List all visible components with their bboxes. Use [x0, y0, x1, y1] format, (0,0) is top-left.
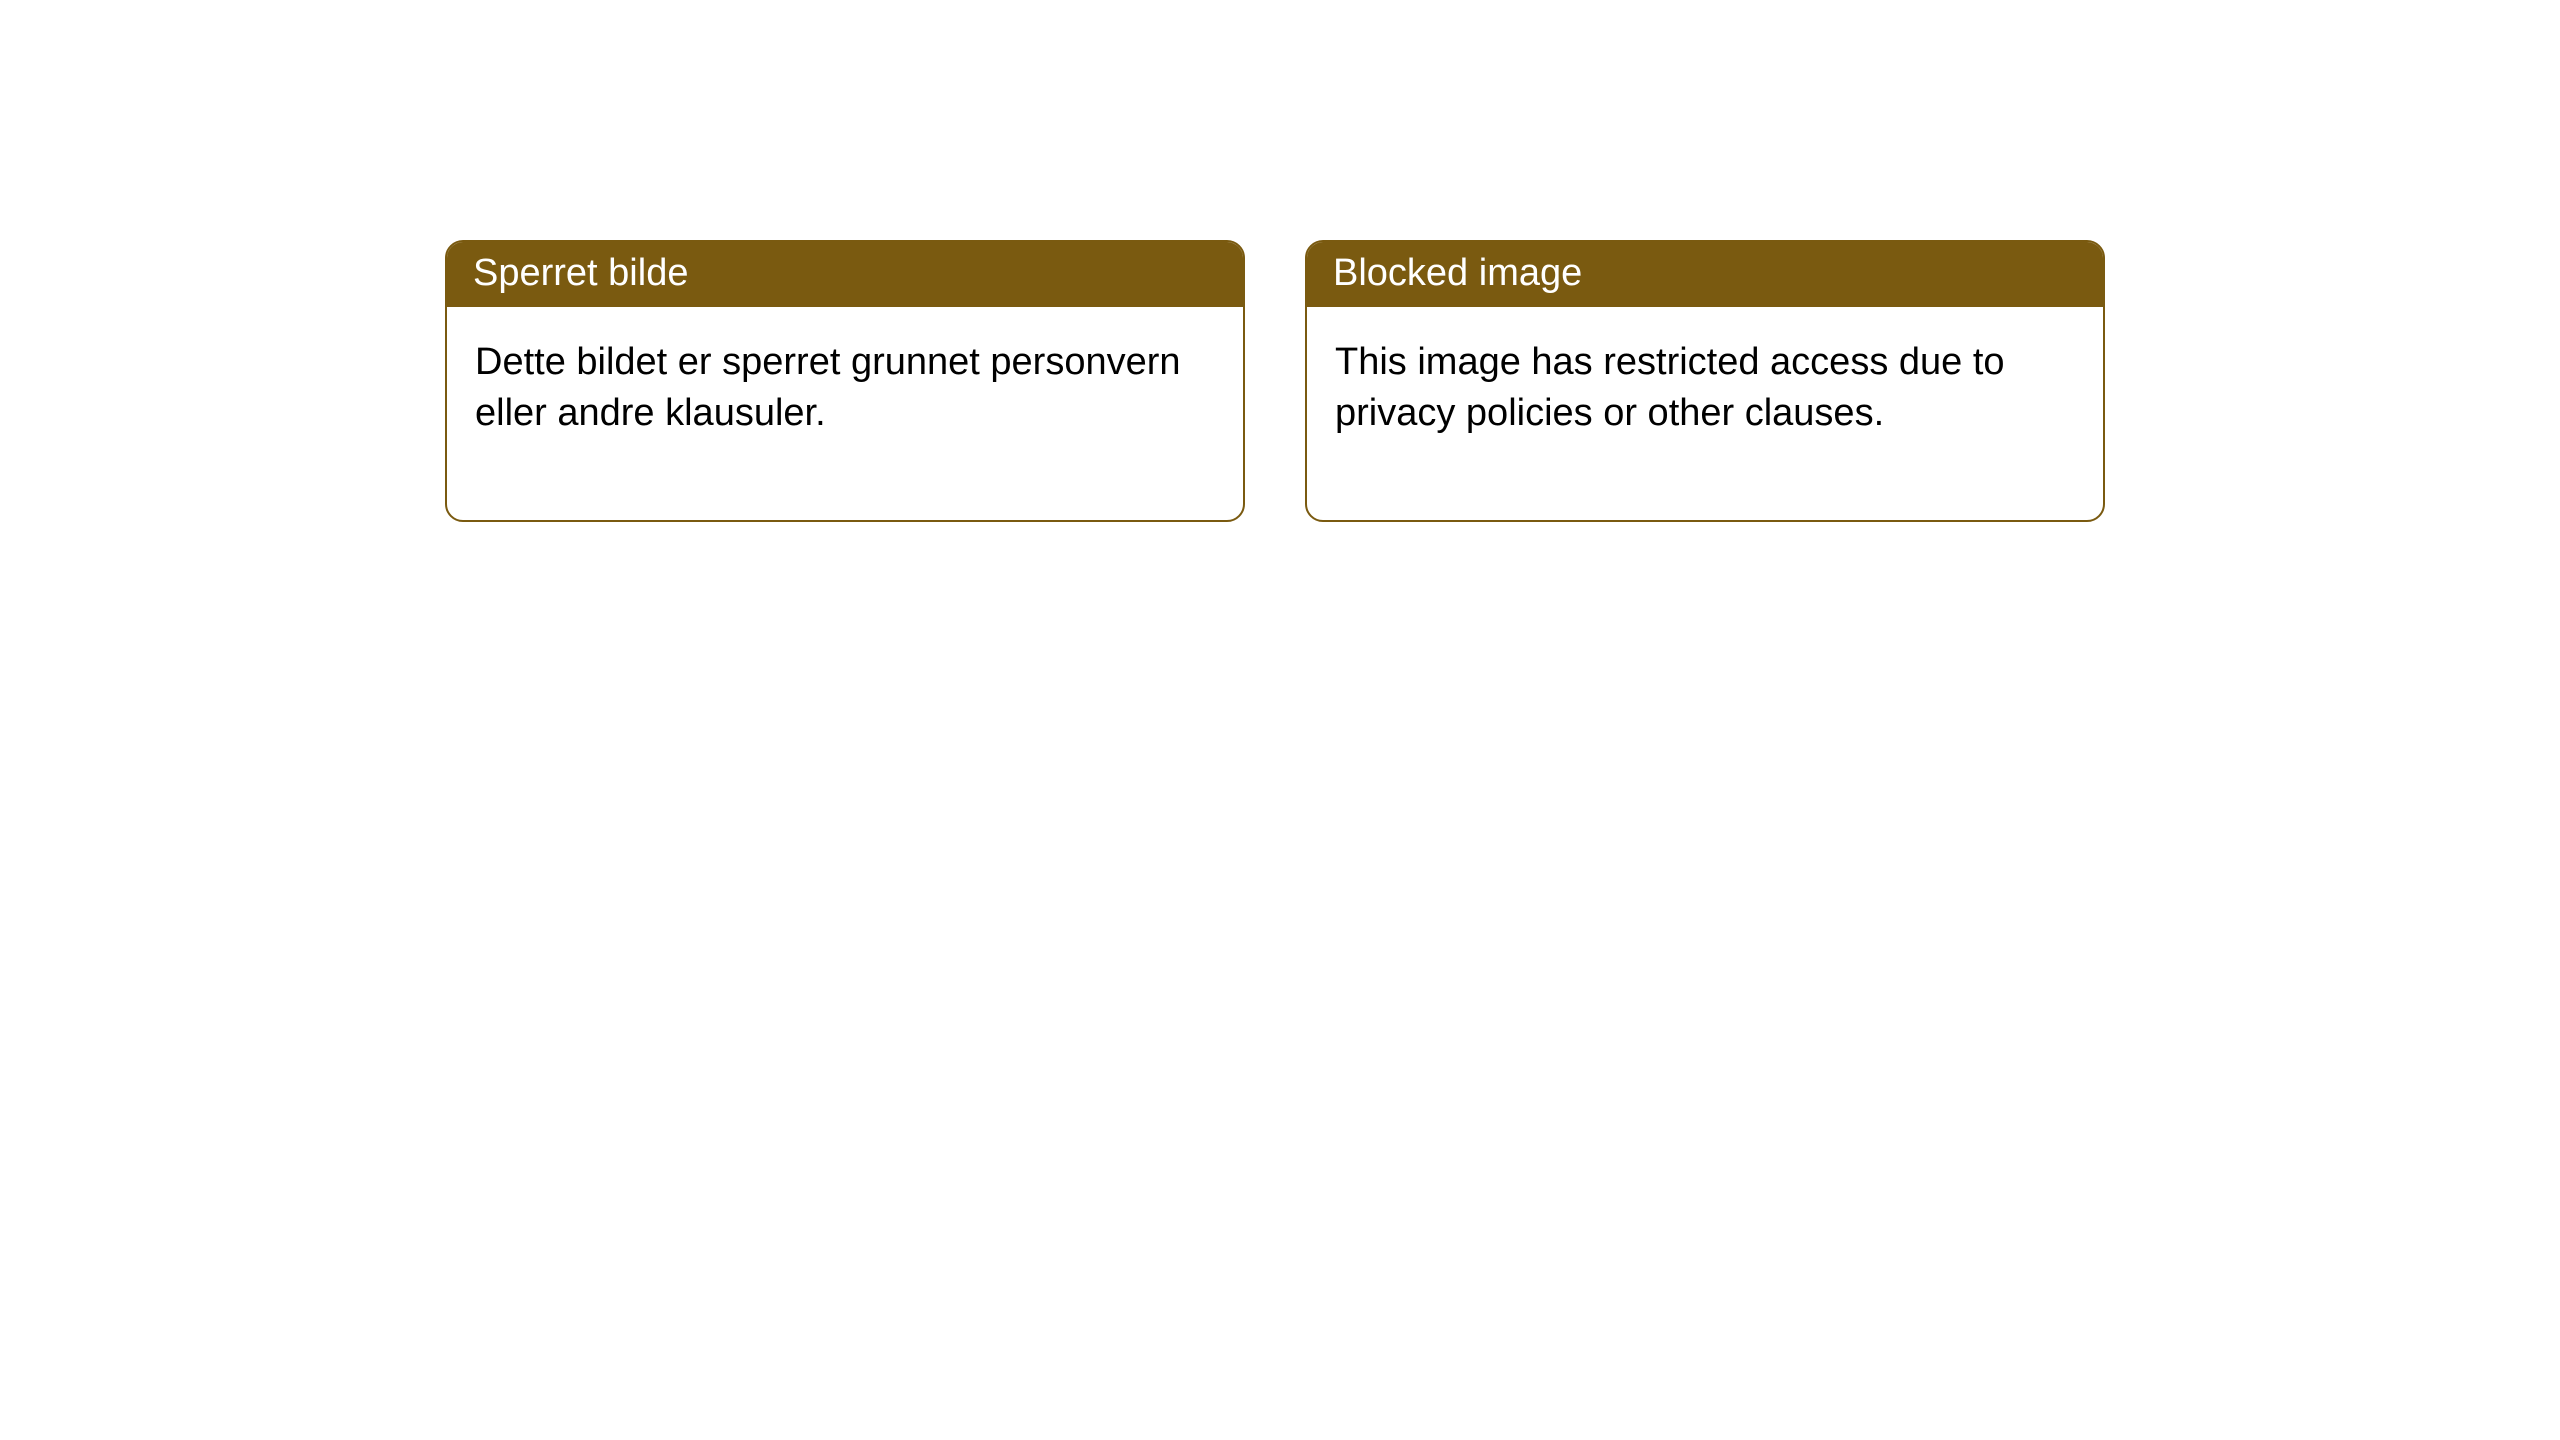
card-body-no: Dette bildet er sperret grunnet personve…: [447, 307, 1243, 520]
card-title-no: Sperret bilde: [473, 252, 688, 294]
card-title-en: Blocked image: [1333, 252, 1582, 294]
card-text-no: Dette bildet er sperret grunnet personve…: [475, 341, 1181, 434]
notice-card-no: Sperret bilde Dette bildet er sperret gr…: [445, 240, 1245, 522]
card-text-en: This image has restricted access due to …: [1335, 341, 2005, 434]
card-body-en: This image has restricted access due to …: [1307, 307, 2103, 520]
card-container: Sperret bilde Dette bildet er sperret gr…: [445, 240, 2105, 522]
notice-card-en: Blocked image This image has restricted …: [1305, 240, 2105, 522]
card-header-no: Sperret bilde: [447, 242, 1243, 307]
card-header-en: Blocked image: [1307, 242, 2103, 307]
